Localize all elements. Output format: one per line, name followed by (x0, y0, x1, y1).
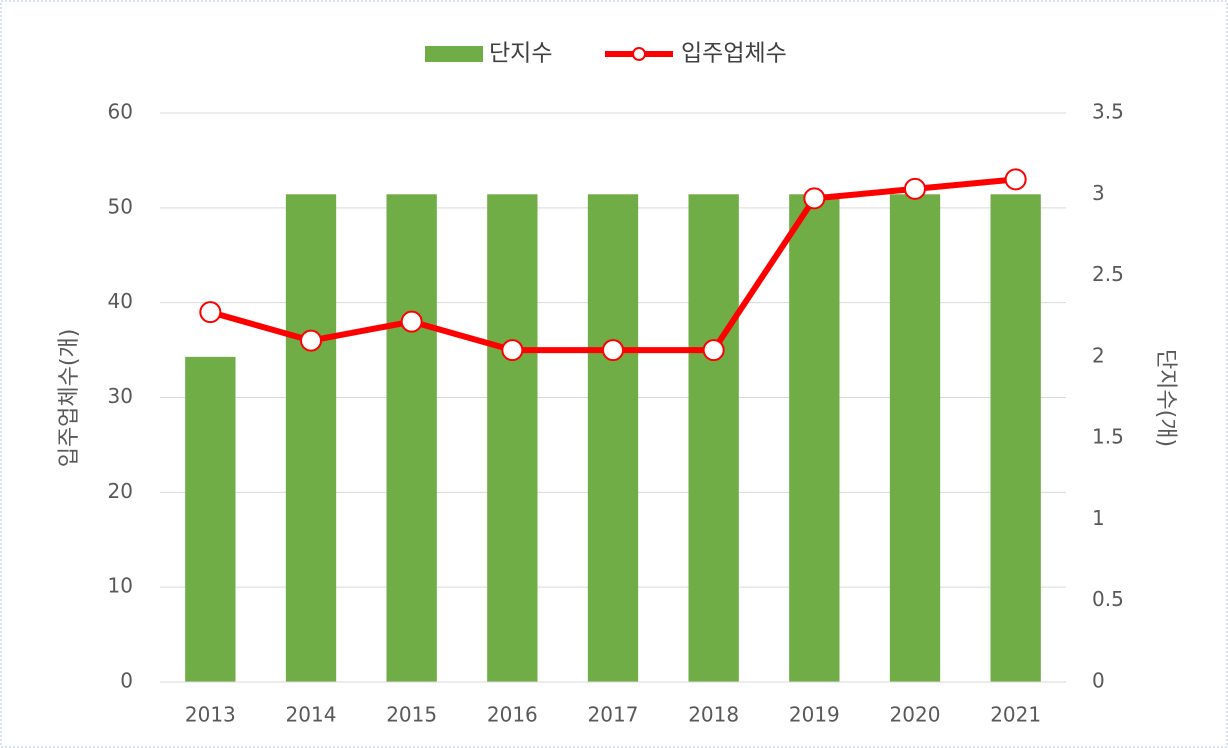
bar (386, 194, 437, 683)
y2-tick-label: 3 (1092, 181, 1105, 205)
x-tick-label: 2016 (487, 703, 538, 727)
legend-swatch (425, 46, 483, 62)
bar (285, 194, 337, 683)
marker (803, 187, 826, 210)
bar (587, 194, 639, 683)
marker (702, 339, 725, 362)
marker (501, 339, 524, 362)
y-tick-label: 60 (108, 100, 133, 124)
y2-tick-label: 0.5 (1092, 587, 1124, 611)
y-axis-title: 입주업체수(개) (57, 329, 82, 468)
x-tick-label: 2018 (688, 703, 739, 727)
y-tick-label: 10 (108, 574, 133, 598)
marker (400, 310, 423, 333)
bar (889, 194, 941, 683)
legend-label: 단지수 (489, 41, 552, 67)
x-tick-label: 2017 (588, 703, 639, 727)
y2-tick-label: 1 (1092, 506, 1105, 530)
marker (602, 339, 624, 362)
y-tick-label: 40 (108, 289, 133, 313)
x-tick-label: 2020 (890, 703, 941, 727)
x-tick-label: 2019 (789, 703, 840, 727)
x-tick-label: 2013 (185, 703, 236, 727)
marker (300, 329, 322, 352)
y-tick-label: 50 (108, 194, 133, 218)
y2-tick-label: 1.5 (1092, 425, 1124, 449)
x-tick-label: 2021 (990, 703, 1041, 727)
y2-tick-label: 2.5 (1092, 262, 1124, 286)
marker (199, 301, 222, 324)
bar (185, 356, 236, 682)
bar (487, 194, 538, 683)
y2-tick-label: 3.5 (1092, 100, 1124, 124)
x-tick-label: 2014 (286, 703, 337, 727)
y-tick-label: 30 (108, 384, 133, 408)
bar (990, 194, 1041, 683)
y-tick-label: 0 (120, 669, 133, 693)
y2-axis-title: 단지수(개) (1153, 349, 1178, 447)
y2-tick-label: 0 (1092, 669, 1105, 693)
bar (688, 194, 739, 683)
x-tick-label: 2015 (386, 703, 437, 727)
y-tick-label: 20 (108, 479, 133, 503)
y2-tick-label: 2 (1092, 343, 1105, 367)
bar (789, 194, 840, 683)
marker (1004, 168, 1027, 191)
marker (904, 177, 926, 200)
legend-label: 입주업체수 (681, 41, 787, 67)
legend-marker (632, 47, 646, 61)
